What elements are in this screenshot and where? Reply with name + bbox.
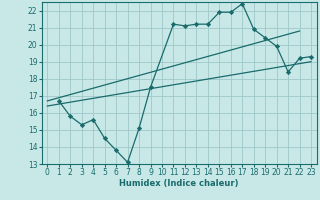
X-axis label: Humidex (Indice chaleur): Humidex (Indice chaleur): [119, 179, 239, 188]
